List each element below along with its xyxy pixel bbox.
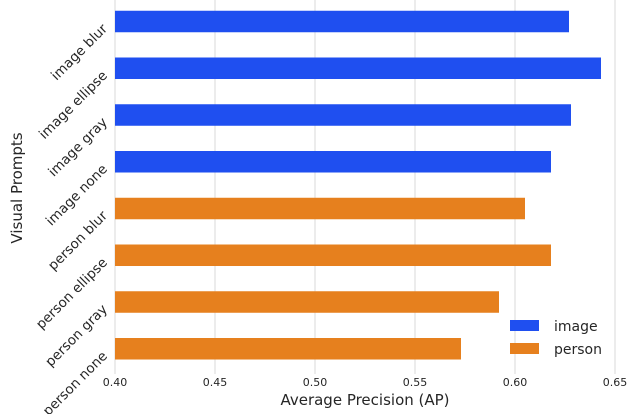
x-tick-label: 0.55 <box>403 376 428 389</box>
bar-image-2 <box>115 104 571 126</box>
y-axis-label: Visual Prompts <box>8 132 26 243</box>
x-tick-labels: 0.40 0.45 0.50 0.55 0.60 0.65 <box>103 376 628 389</box>
legend: image person <box>510 319 602 358</box>
x-tick-label: 0.65 <box>603 376 628 389</box>
x-tick-label: 0.50 <box>303 376 328 389</box>
bars <box>115 10 601 360</box>
x-tick-label: 0.40 <box>103 376 128 389</box>
bar-person-6 <box>115 291 499 313</box>
x-tick-label: 0.45 <box>203 376 228 389</box>
x-tick-label: 0.60 <box>503 376 528 389</box>
legend-label-image: image <box>554 319 598 335</box>
bar-person-5 <box>115 244 551 267</box>
grid-lines <box>114 0 616 374</box>
bar-person-4 <box>115 197 525 220</box>
bar-image-3 <box>115 151 551 173</box>
legend-swatch-person <box>510 343 539 354</box>
x-axis-label: Average Precision (AP) <box>280 391 449 409</box>
bar-person-7 <box>115 338 461 360</box>
legend-swatch-image <box>510 320 539 331</box>
bar-image-1 <box>115 57 601 80</box>
bar-image-0 <box>115 10 569 33</box>
legend-label-person: person <box>554 342 602 358</box>
